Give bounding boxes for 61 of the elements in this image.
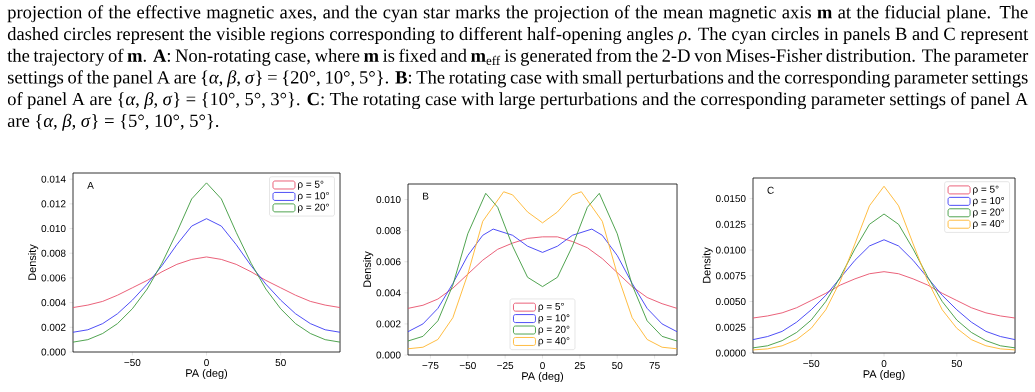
y-tick-label: 0.012 xyxy=(41,200,66,208)
legend-label: ρ = 10° xyxy=(538,314,570,324)
legend-label: ρ = 20° xyxy=(973,208,1004,218)
x-tick-label: −25 xyxy=(497,362,514,370)
line-series xyxy=(73,256,341,309)
x-tick-label: −50 xyxy=(459,362,476,370)
y-tick-label: 0.010 xyxy=(41,225,66,233)
y-tick-label: 0.006 xyxy=(41,274,66,282)
x-tick-label: 50 xyxy=(612,362,623,370)
x-tick-label: −50 xyxy=(803,360,820,368)
y-tick-label: 0.006 xyxy=(376,258,401,266)
y-tick-label: 0.010 xyxy=(376,196,401,204)
y-axis-title: Density xyxy=(363,251,374,287)
y-tick-label: 0.002 xyxy=(41,323,66,331)
x-axis-title: PA (deg) xyxy=(863,369,905,381)
line-series xyxy=(408,228,678,333)
line-series xyxy=(73,218,341,333)
x-tick-label: 0 xyxy=(204,359,209,367)
annotation: C xyxy=(767,186,774,194)
x-axis-title: PA (deg) xyxy=(522,371,564,383)
x-tick-label: 50 xyxy=(951,360,962,368)
legend-label: ρ = 20° xyxy=(538,325,570,335)
y-tick-label: 0.0000 xyxy=(715,349,746,357)
y-axis-title: Density xyxy=(702,247,713,283)
line-series xyxy=(753,271,1016,319)
legend-label: ρ = 5° xyxy=(538,302,564,312)
annotation: B xyxy=(423,192,429,200)
y-tick-label: 0.0100 xyxy=(715,246,746,254)
line-series xyxy=(73,182,341,343)
y-tick-label: 0.0125 xyxy=(715,220,746,228)
text: projection of the effective magnetic axes, and the cyan star marks the projection of the mean magnetic axis m at the fiducial plane. The dashed circles represent the visible regions corresponding to different half-opening angles ρ. The cyan circles in panels B and C represent the trajectory of m. A: Non-rotating case, where m is fixed and m$_{eff}$ is generated from the 2-D von Mises-Fisher distribution. The parameter settings of the panel A are {α, β, σ} = {20°, 10°, 5°}. B: The rotating case with small perturbations and the corresponding parameter settings of panel A are {α, β, σ} = {10°, 5°, 3°}. C: The rotating case with large perturbations and the corresponding parameter settings of panel A are {α, β, σ} = {5°, 10°, 5°}. xyxy=(7,5,1029,131)
y-axis-title: Density xyxy=(28,244,39,280)
y-tick-label: 0.000 xyxy=(376,351,401,359)
legend-label: ρ = 5° xyxy=(973,185,999,195)
x-tick-label: 25 xyxy=(574,362,585,370)
x-tick-label: −75 xyxy=(422,362,439,369)
x-tick-label: 75 xyxy=(649,362,660,369)
y-tick-label: 0.002 xyxy=(376,320,401,328)
legend-label: ρ = 10° xyxy=(298,192,329,202)
annotation: A xyxy=(87,181,94,189)
x-axis-title: PA (deg) xyxy=(186,368,228,380)
y-tick-label: 0.008 xyxy=(41,249,66,257)
legend-label: ρ = 10° xyxy=(973,197,1004,207)
y-tick-label: 0.0075 xyxy=(715,272,746,280)
x-tick-label: −50 xyxy=(124,359,141,367)
legend-label: ρ = 20° xyxy=(298,203,329,213)
y-tick-label: 0.004 xyxy=(41,299,66,307)
y-tick-label: 0.0025 xyxy=(715,323,746,331)
legend-label: ρ = 40° xyxy=(973,219,1004,230)
y-tick-label: 0.014 xyxy=(41,175,66,183)
y-tick-label: 0.0050 xyxy=(715,298,746,306)
legend-label: ρ = 5° xyxy=(298,180,324,190)
legend-label: ρ = 40° xyxy=(538,337,570,347)
x-tick-label: 0 xyxy=(881,360,887,368)
y-tick-label: 0.008 xyxy=(376,227,401,235)
x-tick-label: 50 xyxy=(275,359,286,367)
y-tick-label: 0.004 xyxy=(376,289,401,297)
line-series xyxy=(753,185,1016,351)
y-tick-label: 0.0150 xyxy=(715,195,746,203)
x-tick-label: 0 xyxy=(540,362,545,370)
y-tick-label: 0.000 xyxy=(41,348,66,356)
